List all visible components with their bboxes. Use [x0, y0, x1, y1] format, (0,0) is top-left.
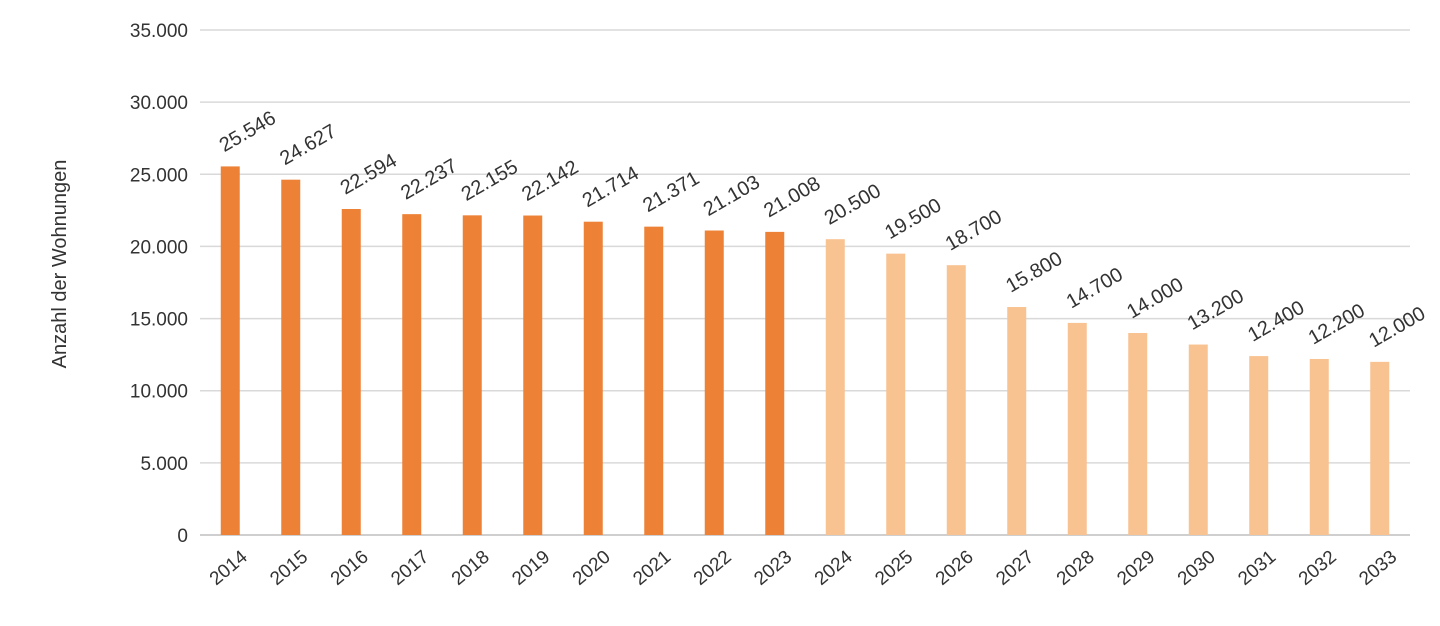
y-tick-label: 15.000 [130, 310, 188, 331]
data-label: 12.200 [1305, 300, 1369, 350]
data-label: 12.400 [1244, 297, 1308, 347]
y-tick-label: 10.000 [130, 382, 188, 403]
y-tick-label: 25.000 [130, 165, 188, 186]
x-tick-label: 2021 [629, 547, 675, 590]
data-label: 14.000 [1123, 274, 1187, 324]
data-label: 21.714 [579, 162, 643, 212]
data-label: 22.237 [397, 155, 461, 205]
bar-2017 [402, 214, 422, 535]
data-label: 12.000 [1365, 303, 1429, 353]
bar-2027 [1007, 307, 1027, 535]
data-label: 20.500 [821, 180, 885, 230]
x-tick-label: 2025 [871, 547, 917, 590]
bar-2029 [1128, 333, 1148, 535]
bars [220, 166, 1390, 535]
data-label: 22.142 [518, 156, 582, 206]
data-label: 19.500 [881, 194, 945, 244]
data-labels: 25.54624.62722.59422.23722.15522.14221.7… [216, 107, 1429, 352]
bar-2028 [1067, 322, 1087, 535]
x-tick-label: 2033 [1355, 547, 1401, 590]
bar-2031 [1249, 356, 1269, 535]
bar-2018 [462, 215, 482, 535]
x-tick-label: 2028 [1053, 547, 1099, 590]
y-axis-ticks: 0 5.000 10.000 15.000 20.000 25.000 30.000 35.0… [130, 21, 188, 547]
x-tick-label: 2029 [1113, 547, 1159, 590]
x-tick-label: 2032 [1295, 547, 1341, 590]
bar-2026 [946, 265, 966, 535]
x-tick-label: 2031 [1234, 547, 1280, 590]
y-tick-label: 20.000 [130, 237, 188, 258]
x-tick-label: 2027 [992, 547, 1038, 590]
data-label: 25.546 [216, 107, 280, 157]
x-tick-label: 2024 [811, 546, 857, 590]
bar-2032 [1309, 358, 1329, 535]
x-tick-label: 2014 [206, 546, 252, 590]
bar-2030 [1188, 344, 1208, 535]
bar-2033 [1370, 361, 1390, 535]
x-tick-label: 2020 [569, 547, 615, 590]
y-tick-label: 30.000 [130, 93, 188, 114]
x-tick-label: 2026 [932, 547, 978, 590]
data-label: 22.155 [458, 156, 522, 206]
bar-2025 [886, 253, 906, 535]
data-label: 13.200 [1184, 285, 1248, 335]
bar-2019 [523, 215, 543, 535]
x-tick-label: 2017 [387, 547, 433, 590]
x-tick-label: 2030 [1174, 547, 1220, 590]
y-axis-title: Anzahl der Wohnungen [49, 160, 71, 369]
data-label: 15.800 [1002, 248, 1066, 298]
x-tick-label: 2022 [690, 547, 736, 590]
bar-2024 [825, 239, 845, 535]
x-tick-label: 2023 [750, 547, 796, 590]
bar-2015 [281, 179, 301, 535]
data-label: 14.700 [1063, 264, 1127, 314]
bar-2021 [644, 226, 664, 535]
x-tick-label: 2019 [508, 547, 554, 590]
x-axis-ticks: 2014 2015 2016 2017 2018 2019 2020 2021 2022 2023… [206, 546, 1401, 590]
data-label: 21.103 [700, 171, 764, 221]
y-tick-label: 0 [177, 526, 188, 547]
x-tick-label: 2016 [327, 547, 373, 590]
x-tick-label: 2015 [266, 547, 312, 590]
bar-2020 [583, 221, 603, 535]
y-tick-label: 5.000 [140, 454, 188, 475]
y-tick-label: 35.000 [130, 21, 188, 42]
bar-2014 [220, 166, 240, 535]
x-tick-label: 2018 [448, 547, 494, 590]
data-label: 18.700 [942, 206, 1006, 256]
bar-2023 [765, 231, 785, 535]
data-label: 21.008 [760, 173, 824, 223]
data-label: 24.627 [276, 120, 340, 170]
bar-2016 [341, 209, 361, 535]
bar-2022 [704, 230, 724, 535]
gridlines [200, 29, 1410, 536]
